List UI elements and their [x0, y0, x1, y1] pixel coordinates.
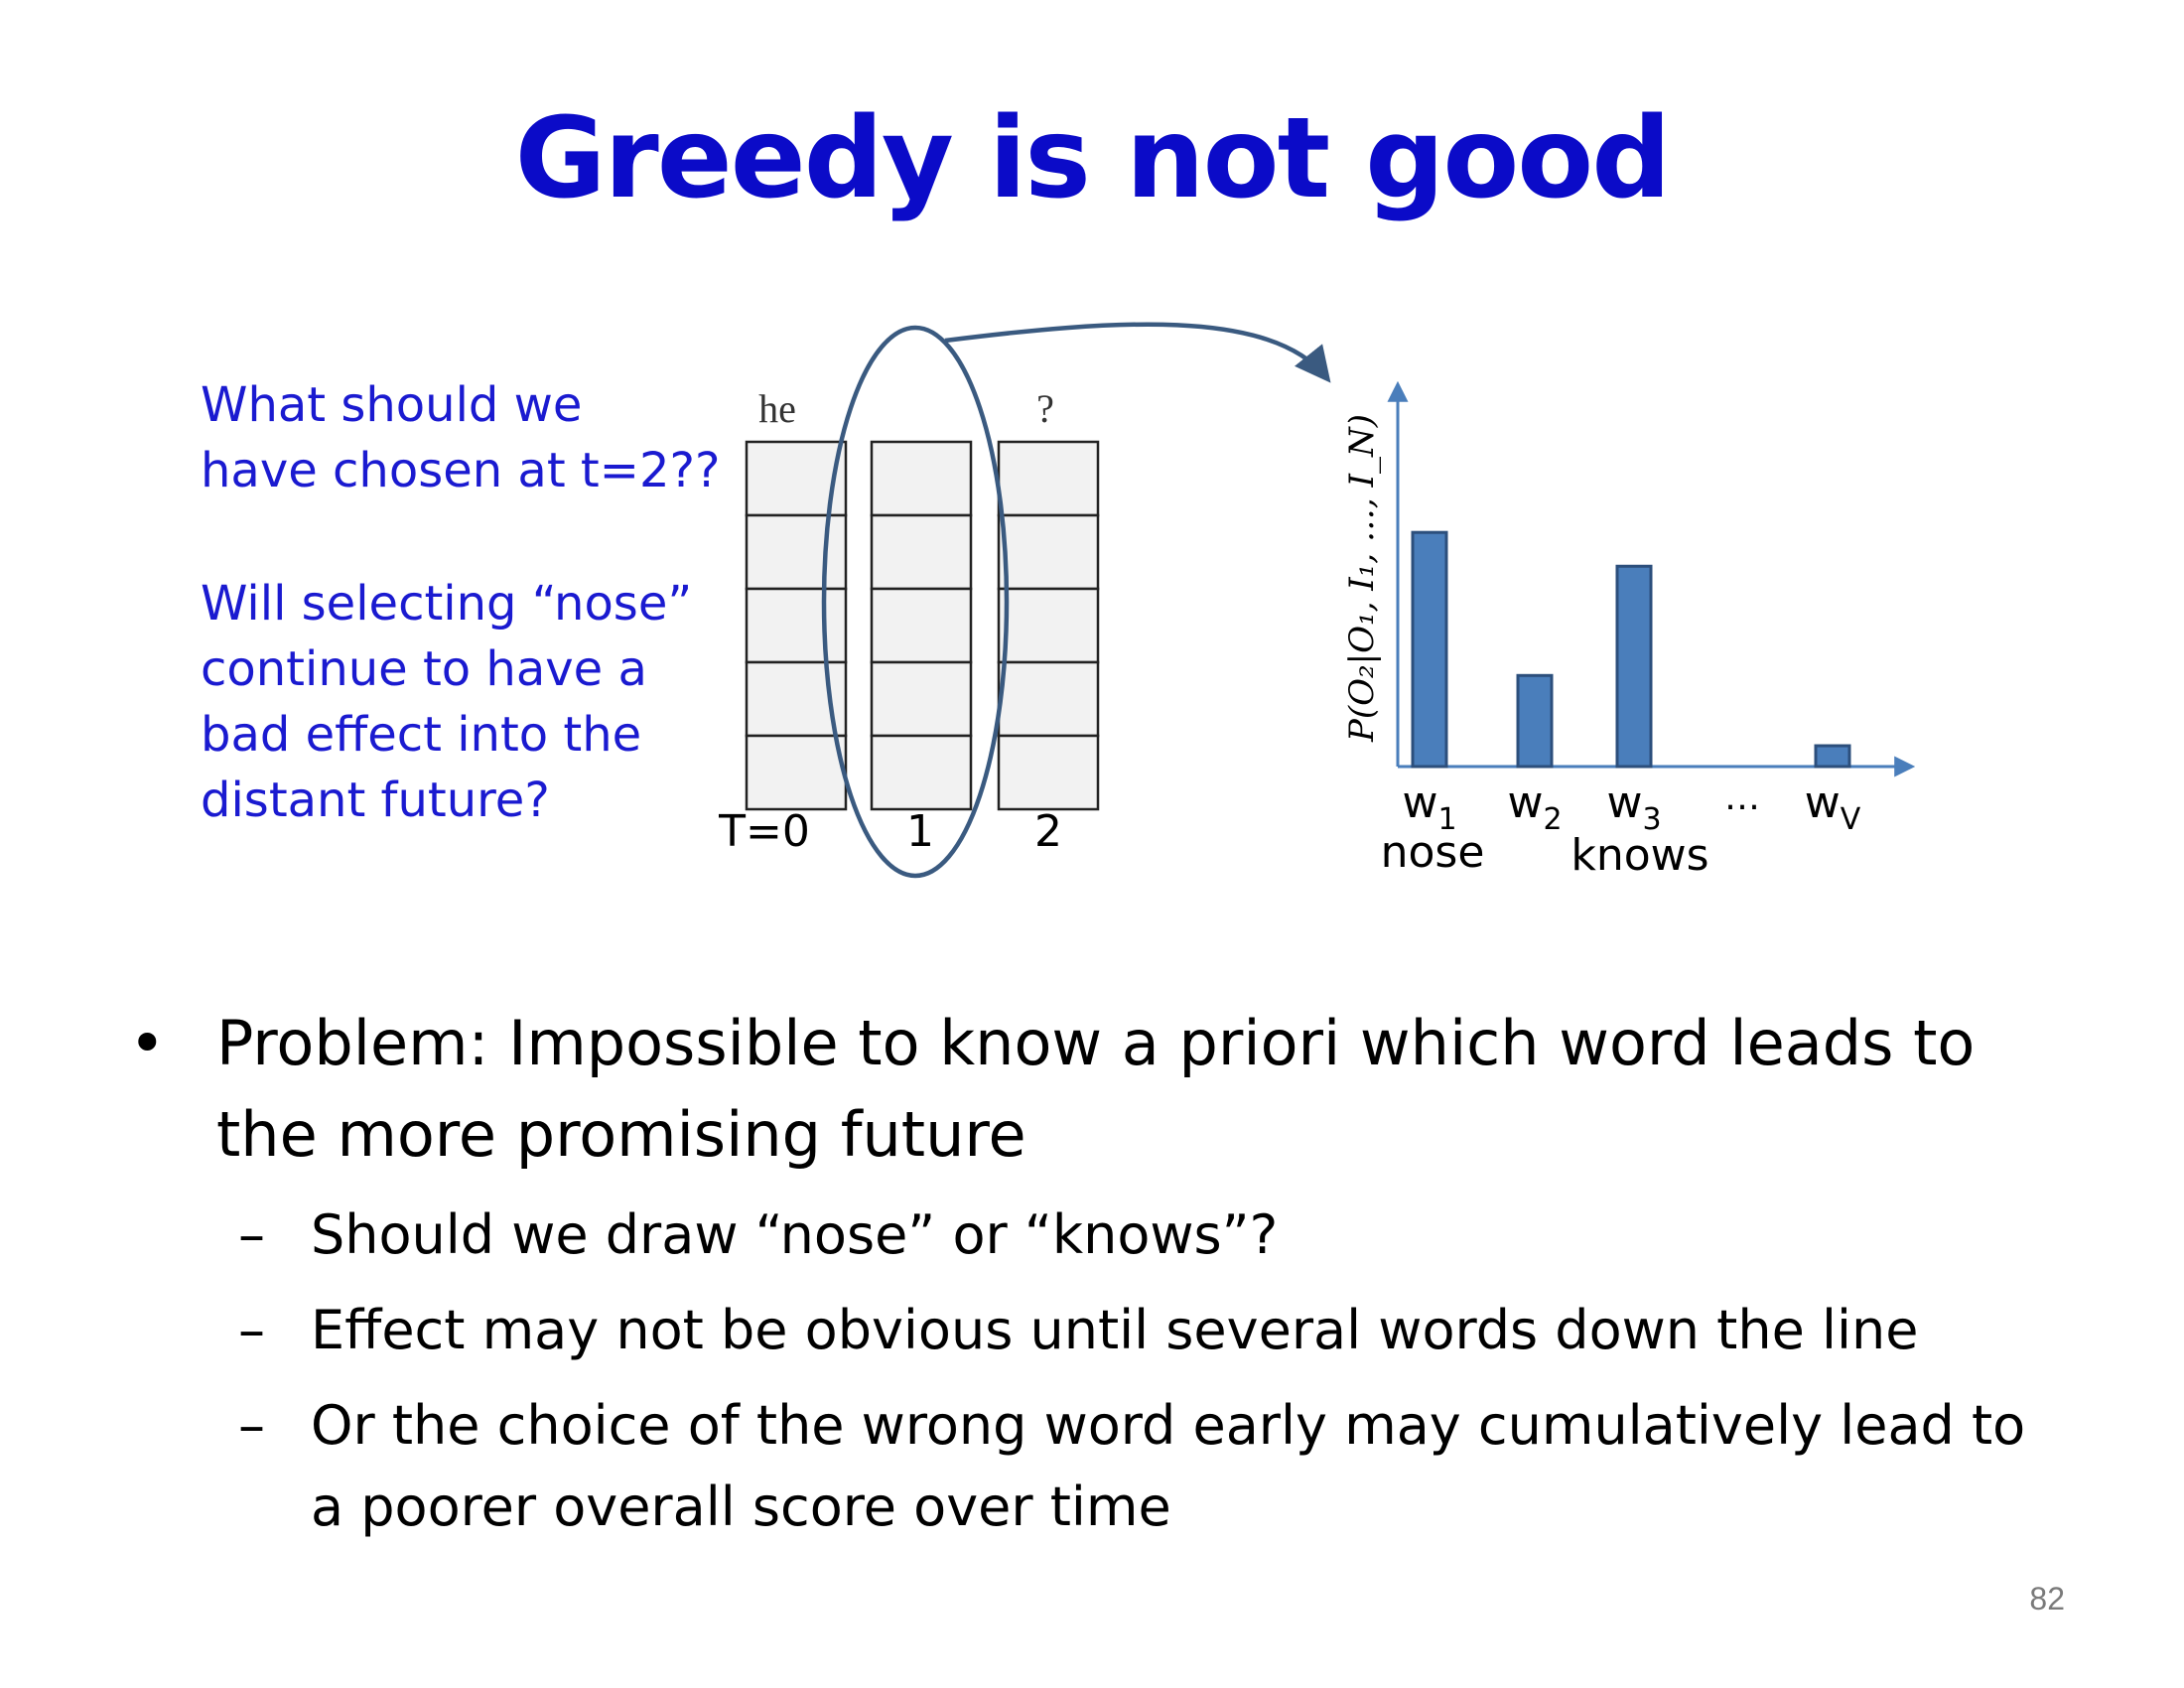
- slide-title: Greedy is not good: [514, 94, 1672, 223]
- grid-cell: [870, 513, 973, 591]
- diagram: he ? T=0 1 2 P(O₂|O₁, I₁, …, I_N) w1 w2 w3…: [718, 322, 1916, 881]
- time-label: 1: [906, 806, 934, 857]
- bar-series: [1411, 530, 1851, 769]
- grid-cell: [870, 440, 973, 517]
- x-tick-label: w2: [1507, 777, 1562, 837]
- curved-arrow: [944, 322, 1331, 383]
- grid-top-label-he: he: [758, 386, 796, 431]
- sub-bullet-text: Effect may not be obvious until several …: [311, 1299, 1919, 1361]
- grid-cell: [997, 513, 1100, 591]
- sub-bullet: – Effect may not be obvious until severa…: [129, 1290, 2115, 1371]
- bar-w3: [1615, 564, 1653, 769]
- grid-cell: [997, 660, 1100, 738]
- sub-bullet-dash: –: [238, 1394, 265, 1457]
- grid-cell: [870, 587, 973, 664]
- sub-bullet-text: Should we draw “nose” or “knows”?: [311, 1203, 1279, 1266]
- page-number: 82: [2029, 1581, 2065, 1617]
- bullet-main-line: the more promising future: [216, 1098, 1026, 1171]
- grid-cell: [745, 587, 848, 664]
- x-tick-label: …: [1724, 777, 1760, 818]
- sub-bullet: – Or the choice of the wrong word early …: [129, 1385, 2115, 1548]
- time-label: 2: [1034, 806, 1062, 857]
- grid-cell: [745, 734, 848, 811]
- grid-cell: [997, 587, 1100, 664]
- question-line: bad effect into the: [201, 707, 642, 763]
- sub-bullet-text: a poorer overall score over time: [311, 1476, 1171, 1538]
- highlight-ellipse: [821, 325, 1010, 879]
- bar-wV: [1814, 744, 1851, 769]
- bullet-main: • Problem: Impossible to know a priori w…: [129, 998, 2115, 1181]
- sub-bullet-dash: –: [238, 1299, 265, 1361]
- grid-cell: [745, 513, 848, 591]
- y-axis-label: P(O₂|O₁, I₁, …, I_N): [1342, 414, 1382, 743]
- grid-top-label-question: ?: [1036, 386, 1054, 431]
- question-line: have chosen at t=2??: [201, 443, 721, 498]
- x-tick-label: wV: [1805, 777, 1861, 837]
- grid-cell: [997, 734, 1100, 811]
- bullet-list: • Problem: Impossible to know a priori w…: [129, 998, 2115, 1548]
- word-label-nose: nose: [1381, 827, 1485, 878]
- word-label-knows: knows: [1570, 830, 1708, 881]
- bullet-dot: •: [129, 1007, 166, 1079]
- output-grid: [745, 440, 1100, 811]
- sub-bullet: – Should we draw “nose” or “knows”?: [129, 1195, 2115, 1276]
- question-line: continue to have a: [201, 641, 647, 697]
- bullet-main-line: Problem: Impossible to know a priori whi…: [216, 1007, 1976, 1079]
- x-tick-label: w1: [1402, 777, 1456, 837]
- question-line: distant future?: [201, 773, 550, 828]
- grid-cell: [870, 734, 973, 811]
- x-tick-label: w3: [1606, 777, 1661, 837]
- grid-cell: [997, 440, 1100, 517]
- question-line: Will selecting “nose”: [201, 576, 693, 632]
- sub-bullet-text: Or the choice of the wrong word early ma…: [311, 1394, 2026, 1457]
- grid-cell: [870, 660, 973, 738]
- sub-bullet-dash: –: [238, 1203, 265, 1266]
- question-line: What should we: [201, 377, 583, 433]
- bar-w2: [1516, 673, 1554, 769]
- bar-w1: [1411, 530, 1448, 769]
- time-label: T=0: [718, 806, 810, 857]
